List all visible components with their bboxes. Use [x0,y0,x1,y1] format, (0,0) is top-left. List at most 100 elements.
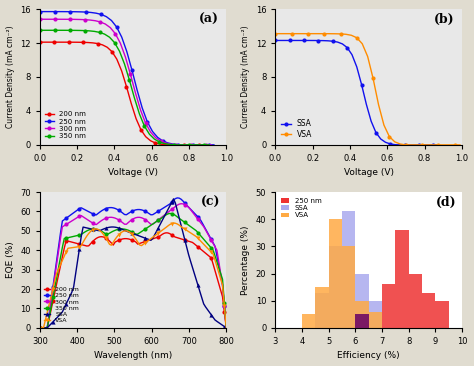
VSA [376,102,382,107]
SSA [407,143,412,147]
300 nm [148,222,154,227]
200 nm [133,116,139,121]
SSA [368,119,374,123]
Legend: 200 nm, 250 nm, 300 nm, 350 nm: 200 nm, 250 nm, 300 nm, 350 nm [43,109,88,141]
250 nm [174,196,180,200]
VSA [425,143,430,147]
250 nm [185,143,191,147]
Bar [369,311,382,328]
VSA [73,245,78,249]
SSA [402,143,408,147]
SSA [373,130,379,135]
350 nm [176,143,182,147]
250 nm [201,143,207,147]
200 nm [201,143,206,147]
Bar [342,211,356,328]
VSA [316,31,322,36]
200 nm [109,49,115,54]
200 nm [61,40,67,44]
300 nm [173,142,179,147]
250 nm [42,10,48,14]
SSA [330,39,336,44]
350 nm [102,32,108,36]
VSA [365,54,371,59]
VSA [359,41,365,46]
200 nm [153,141,158,145]
200 nm [182,143,187,147]
350 nm [133,232,139,236]
250 nm [148,213,154,217]
250 nm [109,18,114,23]
200 nm [119,69,125,73]
VSA [294,31,300,36]
300 nm [37,17,43,22]
Text: (c): (c) [201,196,221,209]
SSA [273,38,278,43]
VSA [216,270,221,275]
300 nm [193,143,199,147]
200 nm [133,240,139,244]
SSA [37,326,43,330]
Bar [342,246,356,328]
SSA [210,315,216,320]
350 nm [77,28,82,33]
VSA [348,33,354,37]
350 nm [191,143,197,147]
200 nm [100,42,105,47]
200 nm [104,45,110,49]
SSA [171,197,176,201]
300 nm [97,20,103,24]
SSA [311,38,317,43]
VSA [381,123,387,127]
250 nm [103,15,109,19]
SSA [392,142,398,147]
VSA [171,221,176,225]
200 nm [46,40,52,44]
SSA [421,143,427,147]
VSA [430,143,436,147]
VSA [305,31,311,36]
SSA [335,40,340,44]
SSA [411,143,417,147]
300 nm [80,214,86,219]
350 nm [223,326,229,330]
300 nm [208,143,214,147]
300 nm [82,18,88,22]
350 nm [166,142,172,147]
300 nm [158,139,164,143]
350 nm [92,29,98,34]
350 nm [37,28,43,33]
350 nm [72,28,77,33]
Line: SSA: SSA [37,197,228,330]
350 nm [148,223,154,227]
200 nm [163,231,169,235]
250 nm [83,10,89,14]
350 nm [172,143,177,147]
250 nm [47,10,53,14]
300 nm [210,241,216,246]
250 nm [180,143,186,147]
250 nm [114,25,119,29]
250 nm [145,120,150,124]
200 nm [90,41,96,45]
300 nm [37,326,43,330]
350 nm [67,28,73,33]
300 nm [77,17,83,22]
Line: 250 nm: 250 nm [37,196,228,330]
300 nm [128,72,133,76]
350 nm [117,49,122,53]
SSA [378,137,383,141]
VSA [354,36,360,40]
Bar [302,314,315,328]
VSA [370,76,376,81]
SSA [397,143,403,147]
Text: (b): (b) [434,13,455,26]
VSA [133,237,139,241]
Bar [356,273,369,328]
250 nm [175,142,181,147]
Y-axis label: EQE (%): EQE (%) [6,242,15,278]
X-axis label: Voltage (V): Voltage (V) [108,168,158,178]
350 nm [80,231,86,235]
SSA [359,82,365,87]
300 nm [188,143,194,147]
